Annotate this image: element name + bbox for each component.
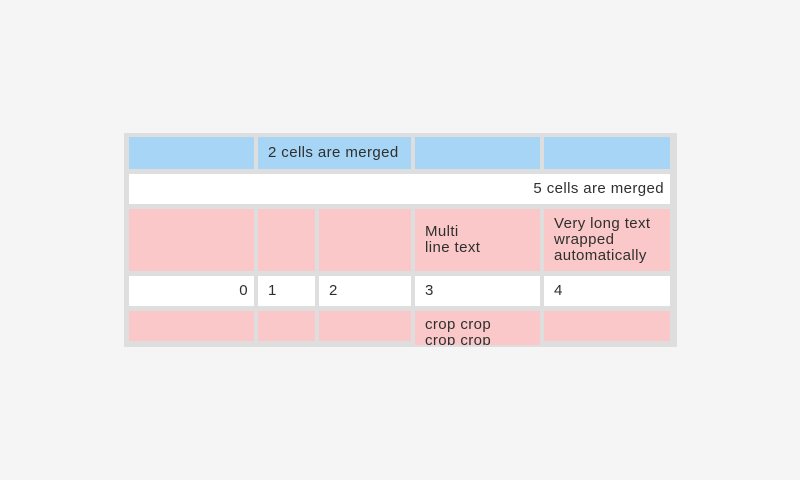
cell-r5c4-crop[interactable]: crop crop crop crop <box>415 311 540 345</box>
cell-r3c2[interactable] <box>258 209 315 271</box>
multiline-label: Multi line text <box>425 223 481 256</box>
number-4-label: 4 <box>554 282 563 299</box>
cell-r5c1[interactable] <box>129 311 254 341</box>
number-1-label: 1 <box>268 282 277 299</box>
cell-r1c1[interactable] <box>129 137 254 169</box>
number-3-label: 3 <box>425 282 434 299</box>
cell-r3c3[interactable] <box>319 209 411 271</box>
table-row-3: Multi line text Very long text wrapped a… <box>129 209 672 271</box>
table-row-header: 2 cells are merged <box>129 137 672 169</box>
number-0-label: 0 <box>239 282 248 299</box>
cell-r1c4[interactable] <box>415 137 540 169</box>
cell-r4c4[interactable]: 3 <box>415 276 540 306</box>
wrapped-label: Very long text wrapped automatically <box>554 215 651 264</box>
cell-r3c5-wrapped[interactable]: Very long text wrapped automatically <box>544 209 670 271</box>
crop-label: crop crop crop crop <box>425 316 492 346</box>
merged-5-label: 5 cells are merged <box>533 180 664 197</box>
cell-r4c5[interactable]: 4 <box>544 276 670 306</box>
cell-r4c2[interactable]: 1 <box>258 276 315 306</box>
cell-r1c5[interactable] <box>544 137 670 169</box>
cell-r4c3[interactable]: 2 <box>319 276 411 306</box>
cell-r5c5[interactable] <box>544 311 670 341</box>
cell-r3c1[interactable] <box>129 209 254 271</box>
cell-r4c1[interactable]: 0 <box>129 276 254 306</box>
cell-r2-merged-5cols[interactable]: 5 cells are merged <box>129 174 670 204</box>
cell-r5c3[interactable] <box>319 311 411 341</box>
number-2-label: 2 <box>329 282 338 299</box>
cell-r5c2[interactable] <box>258 311 315 341</box>
table-widget: 2 cells are merged 5 cells are merged Mu… <box>124 133 677 347</box>
cell-r3c4-multiline[interactable]: Multi line text <box>415 209 540 271</box>
table-row-2: 5 cells are merged <box>129 174 672 204</box>
table-row-numbers: 0 1 2 3 4 <box>129 276 672 306</box>
merged-2-label: 2 cells are merged <box>268 144 399 161</box>
cell-r1-merged-2cols[interactable]: 2 cells are merged <box>258 137 411 169</box>
table-row-cropped: crop crop crop crop <box>129 311 672 345</box>
